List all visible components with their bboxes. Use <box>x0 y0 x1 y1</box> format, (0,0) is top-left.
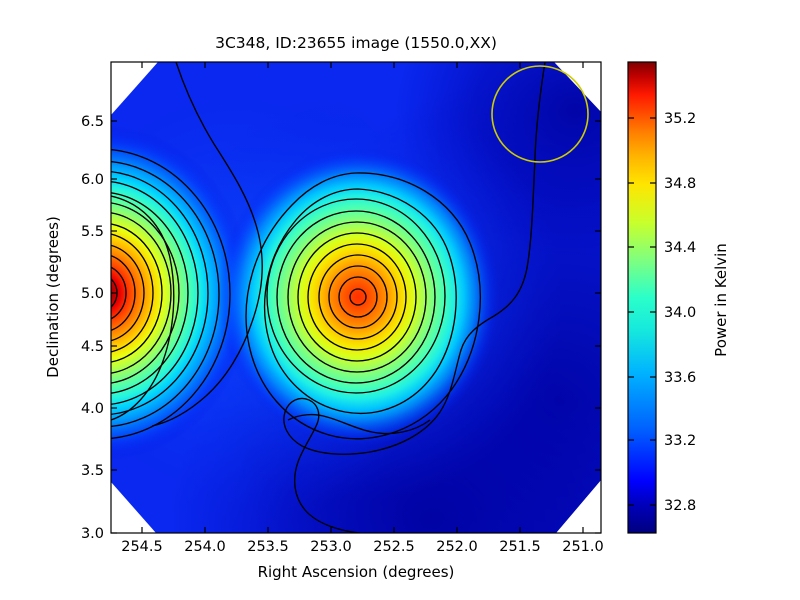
contour-lower-wiggle <box>287 413 431 435</box>
colorbar-tick-label: 34.8 <box>664 176 696 192</box>
contour-group-center-source <box>266 198 446 394</box>
x-tick-marks <box>141 62 584 533</box>
colorbar-label: Power in Kelvin <box>712 243 730 357</box>
contour-group-left-source <box>111 148 231 440</box>
x-tick-label: 253.0 <box>310 539 352 555</box>
contour-center-mid <box>263 188 457 414</box>
y-tick-label: 3.0 <box>81 526 104 542</box>
y-axis: 3.0 3.5 4.0 4.5 5.0 5.5 6.0 6.5 Declinat… <box>44 114 601 542</box>
x-tick-label: 253.5 <box>247 539 289 555</box>
contour-left-outer <box>111 195 175 421</box>
x-tick-label: 254.5 <box>121 539 163 555</box>
y-axis-label: Declination (degrees) <box>44 216 62 378</box>
colorbar-gradient <box>628 62 656 533</box>
colorbar-tick-label: 34.4 <box>664 240 696 256</box>
contour-center-outer <box>245 172 481 440</box>
x-tick-label: 252.5 <box>373 539 415 555</box>
y-tick-label: 5.5 <box>81 224 104 240</box>
x-tick-label: 251.0 <box>562 539 604 555</box>
y-tick-label: 4.0 <box>81 401 104 417</box>
contour-sweeping-right <box>283 62 546 533</box>
colorbar-frame <box>627 61 657 534</box>
x-axis-label: Right Ascension (degrees) <box>258 563 455 581</box>
colorbar-tick-label: 34.0 <box>664 305 696 321</box>
x-axis: 254.5 254.0 253.5 253.0 252.5 252.0 251.… <box>121 62 604 581</box>
x-tick-label: 251.5 <box>499 539 541 555</box>
colorbar-tick-label: 33.6 <box>664 370 696 386</box>
y-tick-label: 4.5 <box>81 339 104 355</box>
y-tick-label: 6.5 <box>81 114 104 130</box>
colorbar: 32.8 33.2 33.6 34.0 34.4 34.8 35.2 Power… <box>627 61 730 534</box>
axes-frame <box>110 61 602 534</box>
page-title: 3C348, ID:23655 image (1550.0,XX) <box>215 34 497 52</box>
colorbar-tick-label: 33.2 <box>664 433 696 449</box>
x-tick-label: 254.0 <box>184 539 226 555</box>
y-tick-label: 6.0 <box>81 172 104 188</box>
contour-lines <box>111 62 546 533</box>
colorbar-tick-marks <box>628 117 656 506</box>
y-tick-marks <box>111 120 601 534</box>
y-tick-label: 5.0 <box>81 286 104 302</box>
y-tick-label: 3.5 <box>81 463 104 479</box>
contour-ridge-upper-left <box>151 62 263 427</box>
source-secondary <box>216 147 500 447</box>
beam-aperture-circle <box>491 65 589 163</box>
colorbar-tick-label: 35.2 <box>664 111 696 127</box>
x-tick-label: 252.0 <box>436 539 478 555</box>
colorbar-tick-label: 32.8 <box>664 498 696 514</box>
